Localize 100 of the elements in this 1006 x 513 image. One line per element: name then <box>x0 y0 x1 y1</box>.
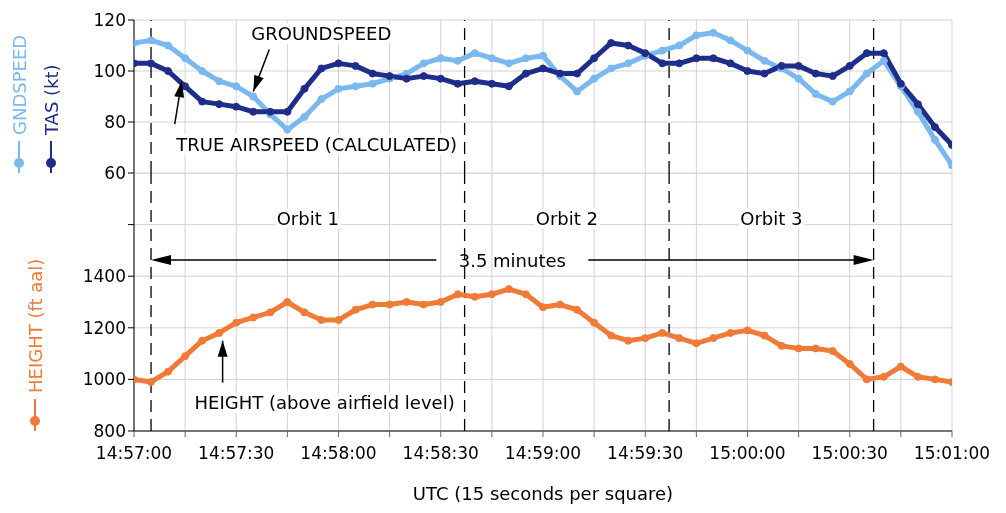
point <box>828 72 837 81</box>
point <box>283 125 292 134</box>
point <box>249 107 258 116</box>
point <box>470 292 479 301</box>
point <box>760 331 769 340</box>
point <box>879 372 888 381</box>
point <box>232 82 241 91</box>
point <box>521 54 530 63</box>
y-tick-label: 1000 <box>82 369 126 390</box>
point <box>590 54 599 63</box>
point <box>147 36 156 45</box>
point <box>232 318 241 327</box>
y-tick-label: 60 <box>104 163 126 184</box>
point <box>658 59 667 68</box>
point <box>215 100 224 109</box>
point <box>607 331 616 340</box>
point <box>828 347 837 356</box>
point <box>726 328 735 337</box>
point <box>692 31 701 40</box>
x-tick-label: 14:58:30 <box>402 443 479 464</box>
x-tick-label: 14:57:30 <box>198 443 275 464</box>
point <box>436 74 445 83</box>
point <box>624 59 633 68</box>
y-tick-label: 1200 <box>82 317 126 338</box>
point <box>538 64 547 73</box>
annotation: HEIGHT (above airfield level) <box>194 392 455 414</box>
point <box>198 97 207 106</box>
point <box>419 72 428 81</box>
point <box>283 107 292 116</box>
point <box>913 372 922 381</box>
point <box>624 41 633 50</box>
point <box>521 69 530 78</box>
point <box>334 84 343 93</box>
point <box>709 54 718 63</box>
point <box>573 69 582 78</box>
point <box>743 67 752 75</box>
point <box>368 79 377 88</box>
point <box>300 112 309 121</box>
point <box>607 38 616 47</box>
y-tick-label: 1400 <box>82 266 126 287</box>
point <box>590 318 599 327</box>
point <box>879 49 888 58</box>
point <box>351 61 360 70</box>
point <box>845 359 854 368</box>
annotation: Orbit 3 <box>740 207 803 229</box>
point <box>181 352 190 361</box>
point <box>385 300 394 309</box>
point <box>249 313 258 322</box>
point <box>402 74 411 83</box>
point <box>164 67 173 75</box>
x-tick-label: 14:59:30 <box>607 443 684 464</box>
point <box>692 339 701 348</box>
point <box>811 69 820 78</box>
point <box>760 56 769 65</box>
point <box>760 69 769 78</box>
point <box>538 51 547 60</box>
point <box>675 59 684 68</box>
point <box>794 61 803 70</box>
point <box>573 305 582 314</box>
point <box>794 74 803 83</box>
x-tick-label: 15:01:00 <box>913 443 991 464</box>
x-tick-label: 14:57:00 <box>95 443 173 464</box>
point <box>879 56 888 65</box>
point <box>164 367 173 376</box>
point <box>794 344 803 353</box>
point <box>215 77 224 86</box>
text: HEIGHT (ft aal) <box>24 258 46 393</box>
point <box>913 107 922 116</box>
point <box>913 100 922 109</box>
annotation: Orbit 2 <box>535 207 598 229</box>
point <box>862 375 871 384</box>
point <box>709 28 718 37</box>
point <box>675 41 684 50</box>
annotation: TRUE AIRSPEED (CALCULATED) <box>175 133 458 155</box>
y-tick-label: 80 <box>104 112 126 133</box>
point <box>828 97 837 106</box>
point <box>709 334 718 343</box>
point <box>743 326 752 335</box>
point <box>147 59 156 68</box>
point <box>573 87 582 96</box>
point <box>436 54 445 63</box>
y-tick-label: 120 <box>93 10 126 31</box>
point <box>300 308 309 317</box>
point <box>470 49 479 58</box>
point <box>930 375 939 384</box>
point <box>845 87 854 96</box>
point <box>198 336 207 345</box>
point <box>487 79 496 88</box>
point <box>624 336 633 345</box>
point <box>658 46 667 55</box>
y-tick-label: 800 <box>93 421 126 442</box>
point <box>487 54 496 63</box>
annotation: GROUNDSPEED <box>251 22 392 44</box>
point <box>811 89 820 98</box>
point <box>368 69 377 78</box>
point <box>607 64 616 73</box>
point <box>777 341 786 350</box>
point <box>726 36 735 45</box>
point <box>351 305 360 314</box>
x-tick-label: 14:58:00 <box>300 443 377 464</box>
